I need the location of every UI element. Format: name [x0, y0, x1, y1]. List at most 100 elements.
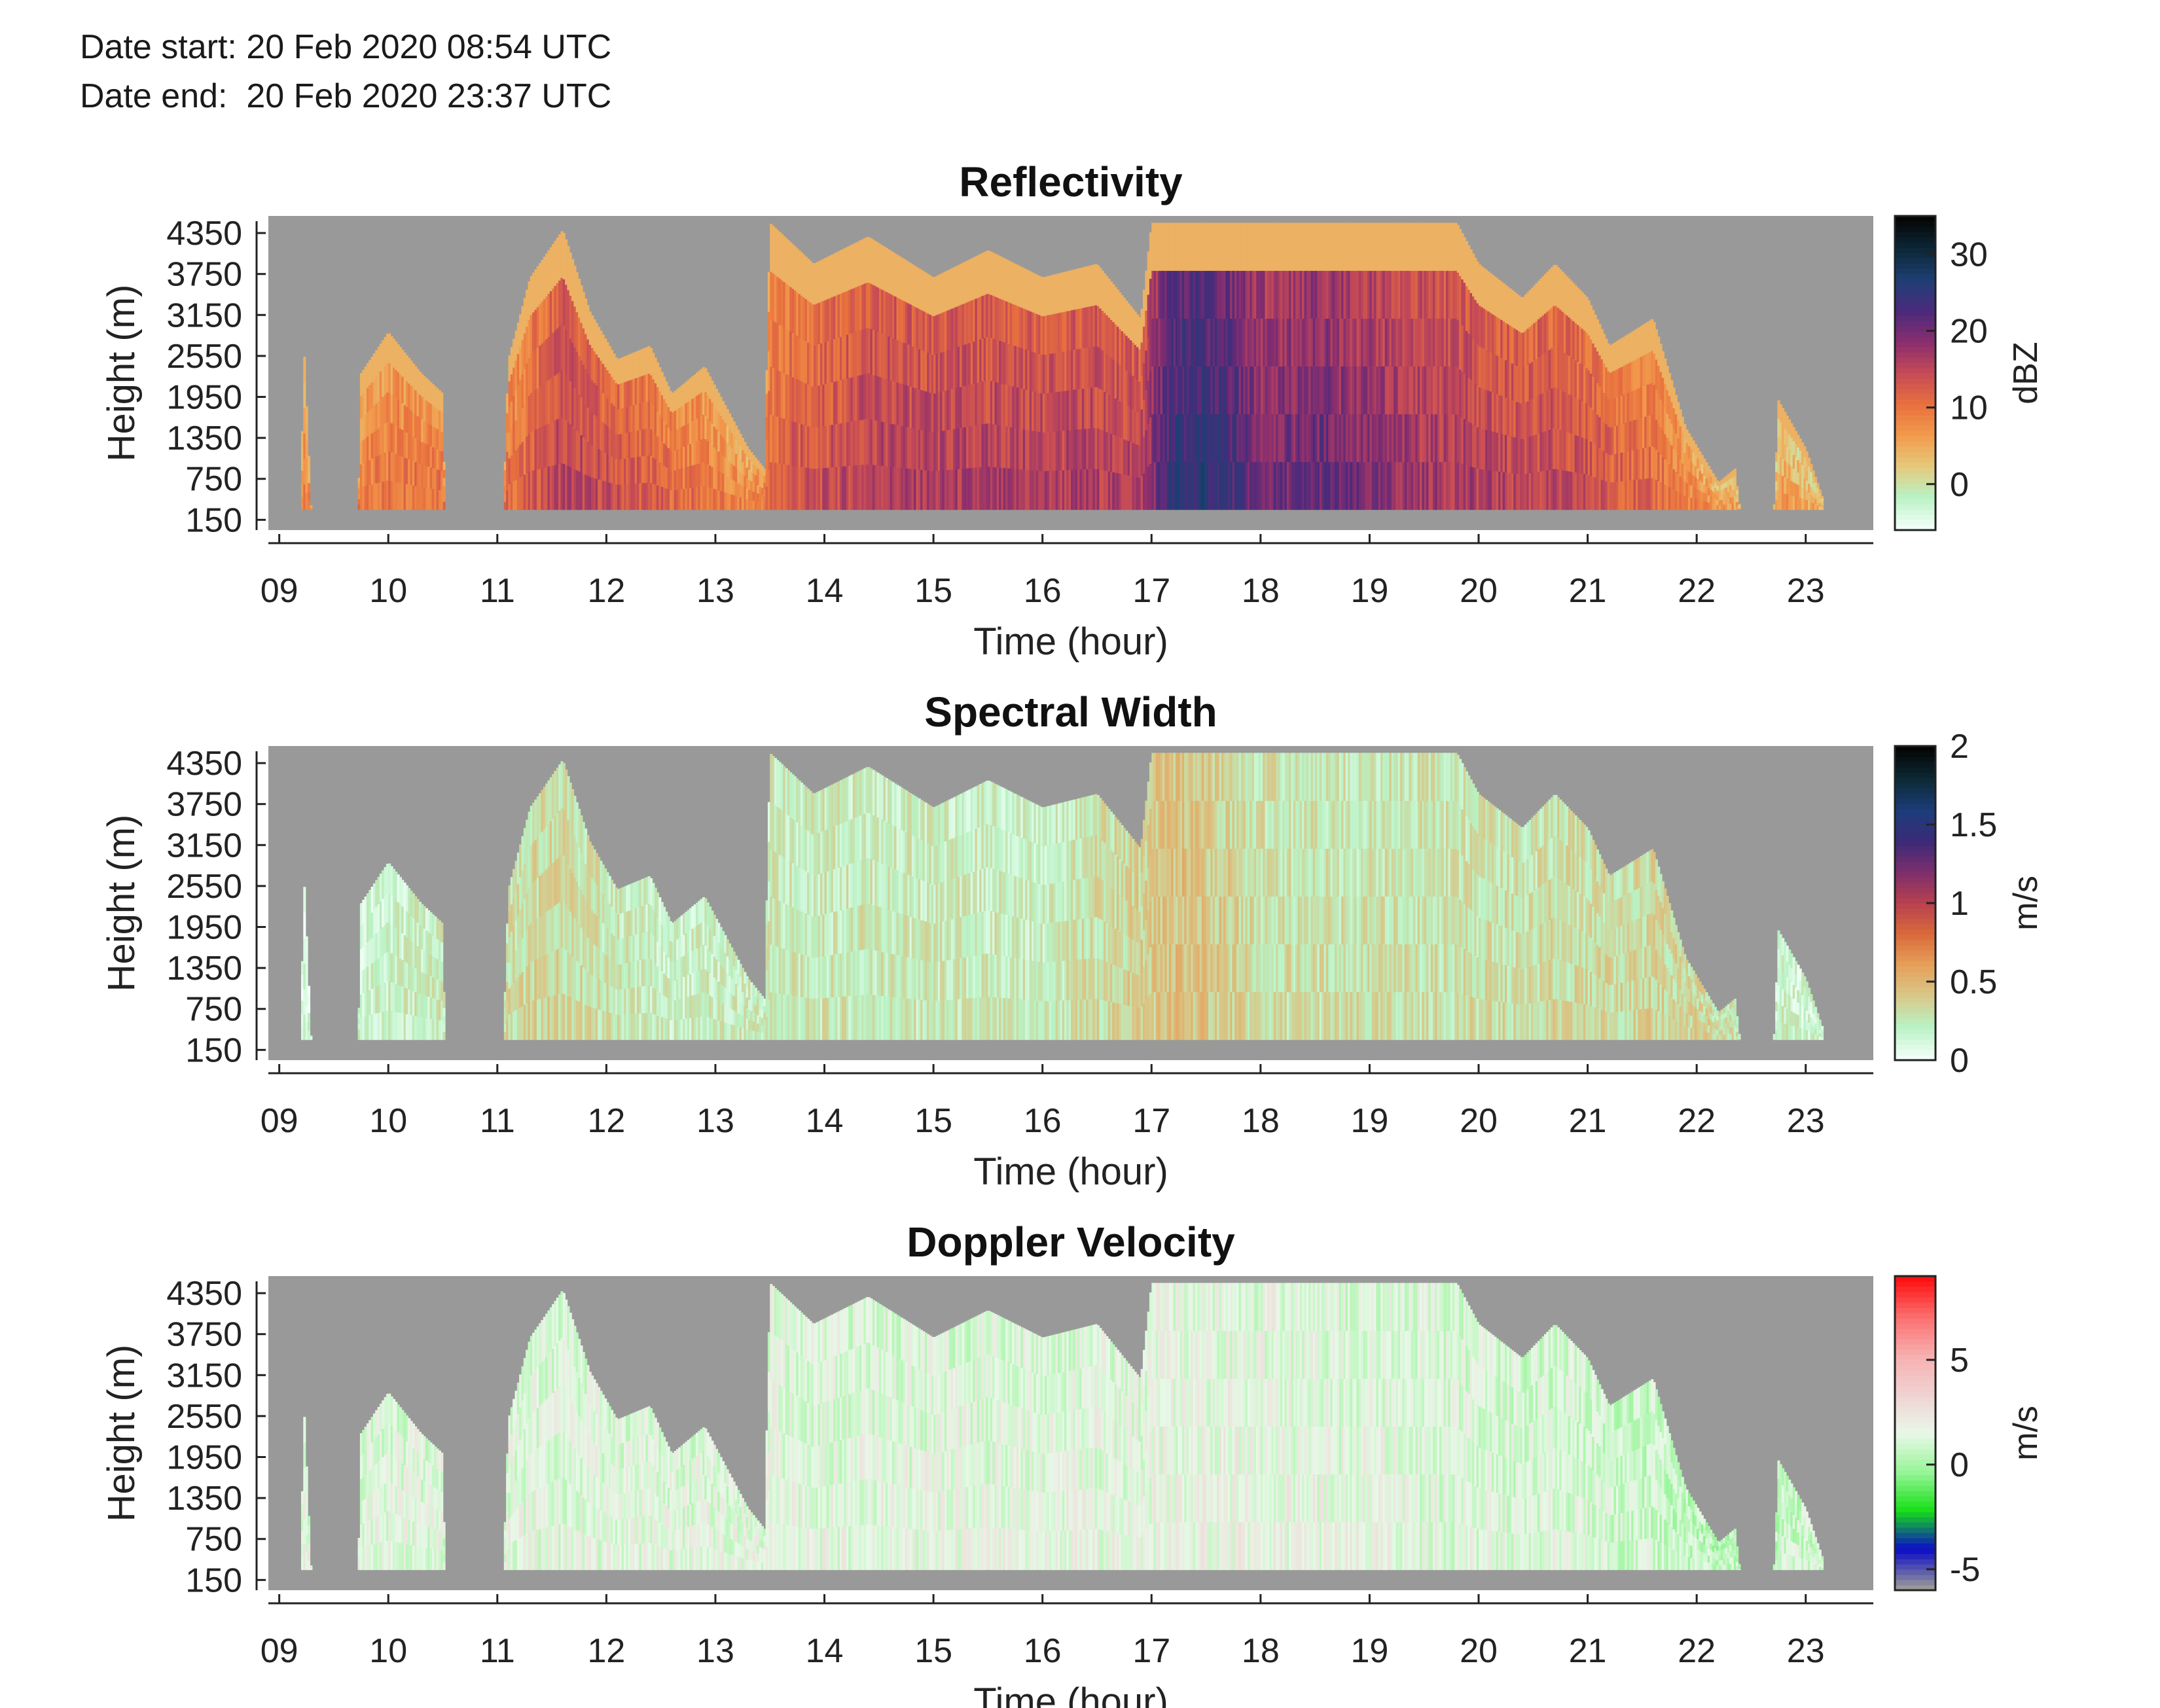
reflectivity-cell [425, 378, 428, 400]
reflectivity-cell [724, 492, 727, 510]
reflectivity-cell [654, 357, 657, 383]
reflectivity-cell [1164, 222, 1168, 271]
reflectivity-cell [1733, 475, 1737, 483]
reflectivity-cell [761, 488, 764, 495]
reflectivity-cell [552, 465, 555, 510]
reflectivity-colorbar-band [1895, 472, 1935, 478]
reflectivity-cell [1821, 503, 1824, 506]
reflectivity-cell [963, 344, 967, 386]
reflectivity-cell [744, 476, 747, 488]
reflectivity-cell [408, 408, 411, 435]
reflectivity-cell [1250, 414, 1253, 463]
reflectivity-cell [744, 487, 747, 499]
reflectivity-cell [950, 469, 954, 510]
reflectivity-cell [1260, 366, 1263, 415]
reflectivity-cell [1060, 312, 1063, 352]
reflectivity-cell [909, 386, 912, 428]
reflectivity-cell [586, 305, 590, 340]
reflectivity-cell [1075, 309, 1078, 350]
reflectivity-cell [1073, 469, 1076, 510]
reflectivity-cell [388, 480, 391, 510]
reflectivity-cell [874, 330, 878, 376]
reflectivity-cell [634, 431, 638, 457]
reflectivity-cell [1117, 399, 1120, 437]
reflectivity-cell [898, 425, 901, 468]
reflectivity-cell [382, 368, 385, 397]
reflectivity-cell [948, 429, 952, 470]
reflectivity-cell [1088, 387, 1091, 429]
reflectivity-x-tick-label: 14 [806, 572, 844, 610]
reflectivity-cell [698, 393, 701, 418]
reflectivity-cell [1053, 470, 1056, 510]
reflectivity-cell [1114, 472, 1117, 510]
reflectivity-cell [1256, 366, 1259, 415]
reflectivity-cell [1071, 310, 1074, 351]
reflectivity-cell [1112, 284, 1115, 323]
reflectivity-cell [1071, 270, 1074, 311]
reflectivity-cell [1062, 311, 1065, 352]
reflectivity-cell [687, 423, 690, 445]
spectral-width-cell [308, 1012, 311, 1022]
reflectivity-cell [891, 467, 895, 510]
reflectivity-cell [885, 378, 888, 423]
reflectivity-cell [521, 374, 524, 408]
reflectivity-cell [1247, 270, 1250, 319]
reflectivity-cell [953, 267, 956, 308]
reflectivity-cell [818, 302, 821, 344]
reflectivity-cell [924, 431, 927, 471]
reflectivity-cell [377, 482, 380, 510]
reflectivity-cell [977, 340, 980, 383]
reflectivity-cell [1251, 222, 1255, 271]
reflectivity-cell [375, 403, 378, 431]
reflectivity-cell [734, 495, 738, 510]
reflectivity-cell [1151, 366, 1155, 415]
reflectivity-cell [508, 432, 511, 459]
reflectivity-cell [1130, 340, 1133, 374]
reflectivity-cell [1005, 426, 1009, 469]
reflectivity-cell [364, 414, 367, 438]
reflectivity-cell [372, 405, 376, 432]
reflectivity-cell [691, 398, 694, 421]
reflectivity-cell [798, 423, 801, 467]
reflectivity-cell [687, 401, 690, 423]
reflectivity-cell [942, 470, 945, 510]
reflectivity-cell [754, 501, 757, 510]
reflectivity-cell [1258, 414, 1261, 463]
reflectivity-cell [717, 393, 721, 413]
reflectivity-x-tick-label: 11 [480, 572, 515, 610]
reflectivity-cell [722, 455, 725, 474]
reflectivity-cell [401, 483, 405, 510]
reflectivity-cell [1055, 431, 1058, 471]
reflectivity-cell [1197, 318, 1200, 366]
reflectivity-cell [759, 501, 762, 510]
reflectivity-cell [519, 444, 522, 478]
reflectivity-cell [388, 333, 391, 363]
reflectivity-cell [660, 395, 664, 418]
reflectivity-cell [920, 270, 924, 310]
reflectivity-cell [813, 386, 816, 428]
reflectivity-cell [878, 376, 882, 421]
reflectivity-cell [859, 330, 862, 376]
reflectivity-cell [719, 491, 723, 510]
reflectivity-cell [992, 253, 996, 296]
reflectivity-colorbar-band [1895, 279, 1935, 285]
reflectivity-x-tick-label: 09 [261, 572, 298, 610]
reflectivity-cell [763, 489, 766, 497]
reflectivity-cell [1256, 414, 1259, 463]
reflectivity-cell [1173, 222, 1176, 271]
spectral-width-cell [441, 922, 444, 942]
reflectivity-cell [441, 412, 444, 432]
reflectivity-cell [375, 376, 378, 404]
reflectivity-cell [1038, 431, 1041, 471]
reflectivity-cell [816, 427, 819, 469]
reflectivity-cell [1217, 222, 1220, 271]
reflectivity-cell [1107, 433, 1111, 472]
reflectivity-cell [1073, 429, 1076, 470]
reflectivity-cell [955, 306, 958, 347]
reflectivity-cell [1210, 222, 1214, 271]
reflectivity-cell [1110, 357, 1113, 396]
reflectivity-cell [532, 272, 535, 313]
reflectivity-cell [702, 438, 706, 463]
reflectivity-cell [706, 486, 710, 510]
reflectivity-cell [674, 470, 677, 490]
